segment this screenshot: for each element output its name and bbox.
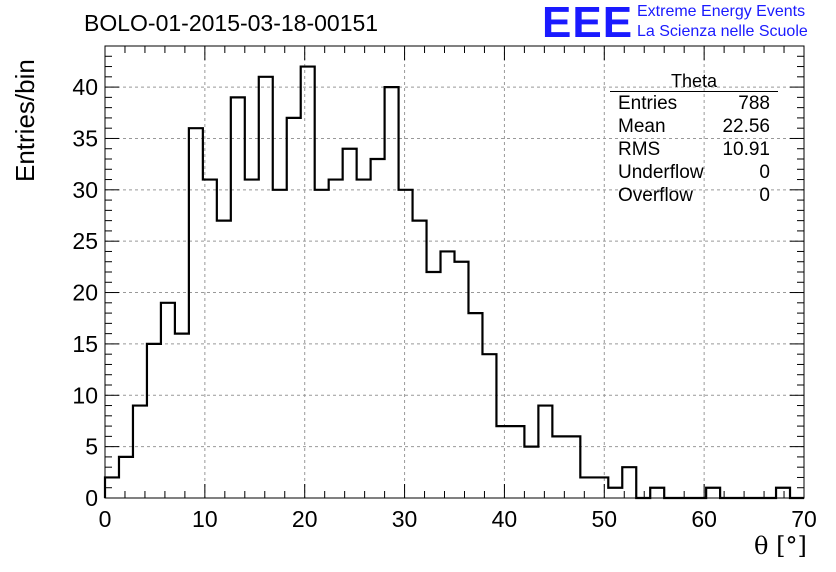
y-tick-label: 10 [72,382,98,408]
histogram-bin [133,406,147,498]
logo-tagline-2: La Scienza nelle Scuole [637,23,808,40]
histogram-bin [147,344,161,498]
histogram-bin [343,149,357,498]
y-axis-label: Entries/bin [10,59,40,182]
stats-row-overflow: Overflow 0 [610,184,778,207]
histogram-bin [273,190,287,498]
histogram-bin [203,180,217,498]
histogram-bin [580,477,594,498]
histogram-bin [552,436,566,498]
stats-value: 0 [759,162,770,183]
chart-title: BOLO-01-2015-03-18-00151 [84,10,379,36]
histogram-bin [105,477,119,498]
histogram-bin [119,457,133,498]
histogram-bin [371,159,385,498]
histogram-bin [315,190,329,498]
histogram-bin [706,488,720,498]
x-tick-label: 70 [791,506,817,532]
y-tick-label: 40 [72,74,98,100]
histogram-outline [103,65,804,500]
stats-value: 0 [759,185,770,206]
histogram-bin [538,406,552,498]
x-axis-label: θ [°] [754,532,807,560]
histogram-bin [566,436,580,498]
histogram-bin [510,426,524,498]
y-tick-label: 20 [72,280,98,306]
logo-tagline-1: Extreme Energy Events [637,3,806,20]
stats-label: RMS [618,139,661,160]
y-tick-label: 0 [85,485,98,511]
eee-logo: EEE [542,0,634,47]
histogram-bin [175,334,189,498]
stats-label: Underflow [618,162,704,183]
histogram-bin [259,77,273,498]
y-tick-label: 25 [72,228,98,254]
stats-value: 22.56 [722,116,770,137]
histogram-bin [650,488,664,498]
stats-title: Theta [610,72,778,92]
stats-row-entries: Entries 788 [610,92,778,115]
x-tick-label: 0 [99,506,112,532]
stats-label: Mean [618,116,666,137]
histogram-bin [413,221,427,498]
stats-row-underflow: Underflow 0 [610,161,778,184]
histogram-bin [441,251,455,498]
x-tick-label: 10 [192,506,218,532]
histogram-bin [385,87,399,498]
histogram-bin [608,488,622,498]
stats-row-mean: Mean 22.56 [610,115,778,138]
stats-label: Overflow [618,185,693,206]
stats-label: Entries [618,93,678,114]
stats-box: Theta Entries 788 Mean 22.56 RMS 10.91 U… [610,72,778,207]
histogram-bin [455,262,469,498]
histogram-bin [524,447,538,498]
histogram-bin [399,190,413,498]
y-tick-label: 15 [72,331,98,357]
y-tick-label: 30 [72,177,98,203]
x-tick-label: 50 [591,506,617,532]
histogram-bin [594,477,608,498]
histogram-bin [776,488,790,498]
histogram-bin [301,67,315,498]
histogram-bin [329,180,343,498]
stats-value: 10.91 [722,139,770,160]
histogram-bin [245,180,259,498]
y-tick-label: 35 [72,125,98,151]
histogram-bin [622,467,636,498]
histogram-bin [427,272,441,498]
stats-row-rms: RMS 10.91 [610,138,778,161]
x-tick-label: 30 [392,506,418,532]
histogram-bin [496,426,510,498]
x-tick-label: 60 [691,506,717,532]
histogram-bin [482,354,496,498]
histogram-bin [468,313,482,498]
histogram-bin [189,128,203,498]
histogram-bin [287,118,301,498]
histogram-bin [357,180,371,498]
y-tick-label: 5 [85,434,98,460]
x-tick-label: 40 [492,506,518,532]
x-tick-label: 20 [292,506,318,532]
stats-value: 788 [738,93,770,114]
histogram-bin [231,97,245,498]
histogram-bin [161,303,175,498]
histogram-bin [217,221,231,498]
